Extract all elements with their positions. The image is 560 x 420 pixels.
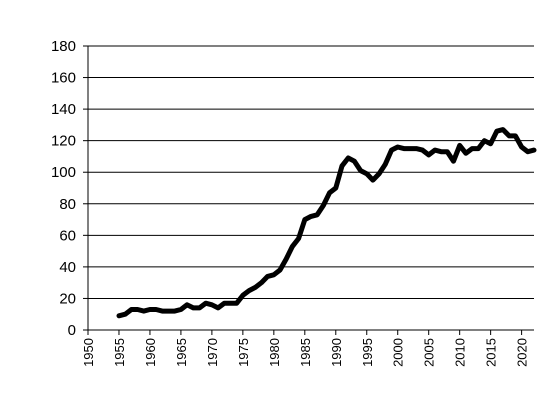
y-tick-labels: 0 20 40 60 80 100 120 140 160 180 [51, 38, 76, 339]
x-tick-label: 1975 [236, 338, 251, 367]
x-tick-label: 2000 [391, 338, 406, 367]
x-tick-label: 1995 [360, 338, 375, 367]
x-tick-label: 1985 [298, 338, 313, 367]
y-tick-label: 160 [51, 70, 76, 87]
series-line [116, 127, 537, 319]
y-tick-label: 120 [51, 133, 76, 150]
x-tick-label: 1965 [174, 338, 189, 367]
x-tick-label: 1990 [329, 338, 344, 367]
x-tick-labels: 1950 1955 1960 1965 1970 1975 1980 1985 1990 1995… [81, 338, 530, 367]
x-tick-label: 1960 [143, 338, 158, 367]
data-lines [116, 127, 537, 319]
x-tick-label: 2020 [515, 338, 530, 367]
y-tick-label: 80 [59, 196, 76, 213]
axes [83, 45, 534, 335]
x-tick-label: 2005 [422, 338, 437, 367]
x-tick-label: 1955 [112, 338, 127, 367]
y-tick-label: 140 [51, 101, 76, 118]
gridlines [88, 45, 534, 299]
x-tick-label: 1980 [267, 338, 282, 367]
x-tick-label: 2010 [453, 338, 468, 367]
x-tick-label: 1950 [81, 338, 96, 367]
y-tick-label: 60 [59, 227, 76, 244]
x-tick-label: 1970 [205, 338, 220, 367]
y-tick-label: 40 [59, 259, 76, 276]
y-tick-label: 20 [59, 290, 76, 307]
x-tick-label: 2015 [484, 338, 499, 367]
y-tick-label: 100 [51, 164, 76, 181]
y-tick-label: 180 [51, 38, 76, 55]
y-tick-label: 0 [68, 322, 76, 339]
